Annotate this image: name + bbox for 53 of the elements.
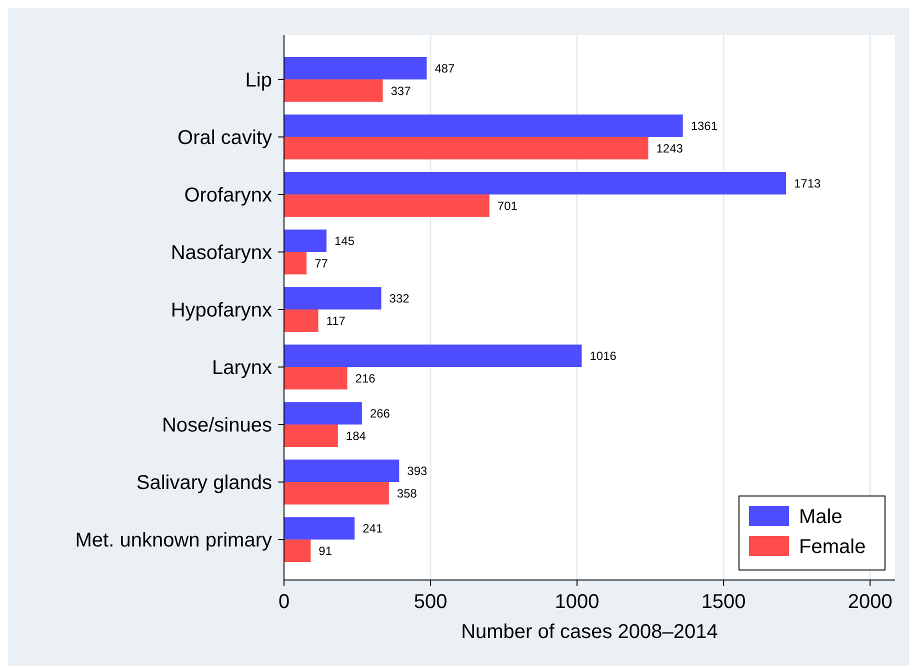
data-label: 1361 [690,118,718,133]
data-label: 701 [497,198,518,213]
y-tick-label: Larynx [212,357,272,380]
bar [284,194,490,217]
data-label: 1016 [590,349,617,363]
data-label: 1713 [794,176,822,190]
bar [284,287,382,310]
y-tick-label: Lip [245,69,272,92]
data-label: 117 [326,314,346,328]
x-axis-title: Number of cases 2008–2014 [461,621,718,643]
bar [284,402,362,425]
y-tick-label: Nose/sinues [162,414,272,437]
data-label: 184 [346,428,366,443]
x-tick-label: 500 [414,591,448,613]
y-tick-label: Hypofarynx [170,300,272,322]
data-label: 487 [434,61,456,76]
bar [284,540,311,562]
data-label: 91 [318,544,332,558]
x-tick-label: 0 [278,591,290,613]
data-label: 241 [362,522,383,536]
bar [284,230,326,252]
data-label: 332 [389,291,410,306]
data-label: 216 [355,371,376,386]
y-tick-label: Orofarynx [184,184,272,206]
y-tick-label: Oral cavity [178,126,272,149]
data-label: 1243 [656,141,684,156]
bar [284,136,648,160]
data-label: 145 [334,234,355,248]
bar [284,424,338,447]
bar [284,114,683,137]
bar [284,460,400,482]
legend-label: Male [799,506,842,528]
y-tick-label: Met. unknown primary [75,530,272,552]
bar [284,79,383,102]
y-tick-label: Salivary glands [136,472,272,494]
data-label: 393 [407,464,428,478]
bar [284,367,348,390]
bar [284,252,307,274]
bar [284,57,427,80]
data-label: 266 [370,406,390,421]
x-tick-label: 1000 [554,591,600,613]
bar [284,172,786,194]
data-label: 77 [314,256,328,270]
bar [284,482,389,504]
data-label: 337 [390,84,412,98]
y-tick-label: Nasofarynx [170,242,272,264]
bar [284,517,355,540]
legend-label: Female [799,536,866,558]
bar [284,344,582,368]
x-tick-label: 1500 [701,591,746,613]
bar [284,310,318,332]
x-tick-label: 2000 [848,591,892,613]
data-label: 358 [396,486,418,500]
